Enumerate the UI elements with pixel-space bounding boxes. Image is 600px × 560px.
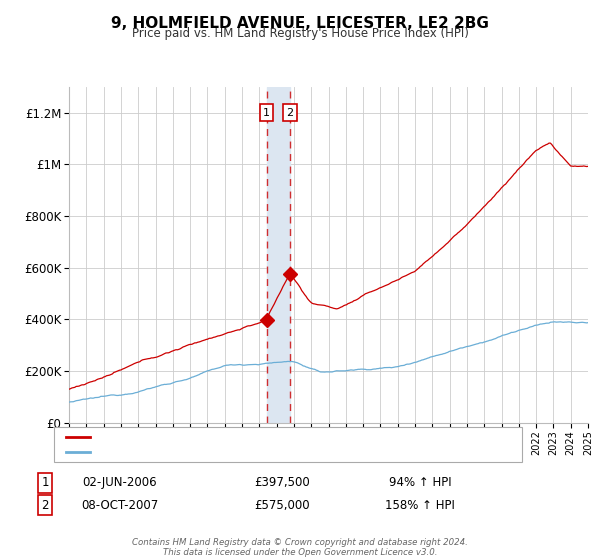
Text: £397,500: £397,500 — [254, 476, 310, 489]
Text: 9, HOLMFIELD AVENUE, LEICESTER, LE2 2BG (detached house): 9, HOLMFIELD AVENUE, LEICESTER, LE2 2BG … — [96, 432, 422, 442]
Bar — [266, 87, 290, 423]
Text: 2: 2 — [286, 108, 293, 118]
Text: 1: 1 — [263, 108, 270, 118]
Text: HPI: Average price, detached house, Leicester: HPI: Average price, detached house, Leic… — [96, 447, 337, 458]
Text: 158% ↑ HPI: 158% ↑ HPI — [385, 498, 455, 512]
Text: 02-JUN-2006: 02-JUN-2006 — [83, 476, 157, 489]
Text: 08-OCT-2007: 08-OCT-2007 — [82, 498, 158, 512]
Text: 9, HOLMFIELD AVENUE, LEICESTER, LE2 2BG: 9, HOLMFIELD AVENUE, LEICESTER, LE2 2BG — [111, 16, 489, 31]
Text: 1: 1 — [41, 476, 49, 489]
Text: Contains HM Land Registry data © Crown copyright and database right 2024.
This d: Contains HM Land Registry data © Crown c… — [132, 538, 468, 557]
Text: Price paid vs. HM Land Registry's House Price Index (HPI): Price paid vs. HM Land Registry's House … — [131, 27, 469, 40]
Text: £575,000: £575,000 — [254, 498, 310, 512]
Text: 2: 2 — [41, 498, 49, 512]
Text: 94% ↑ HPI: 94% ↑ HPI — [389, 476, 451, 489]
